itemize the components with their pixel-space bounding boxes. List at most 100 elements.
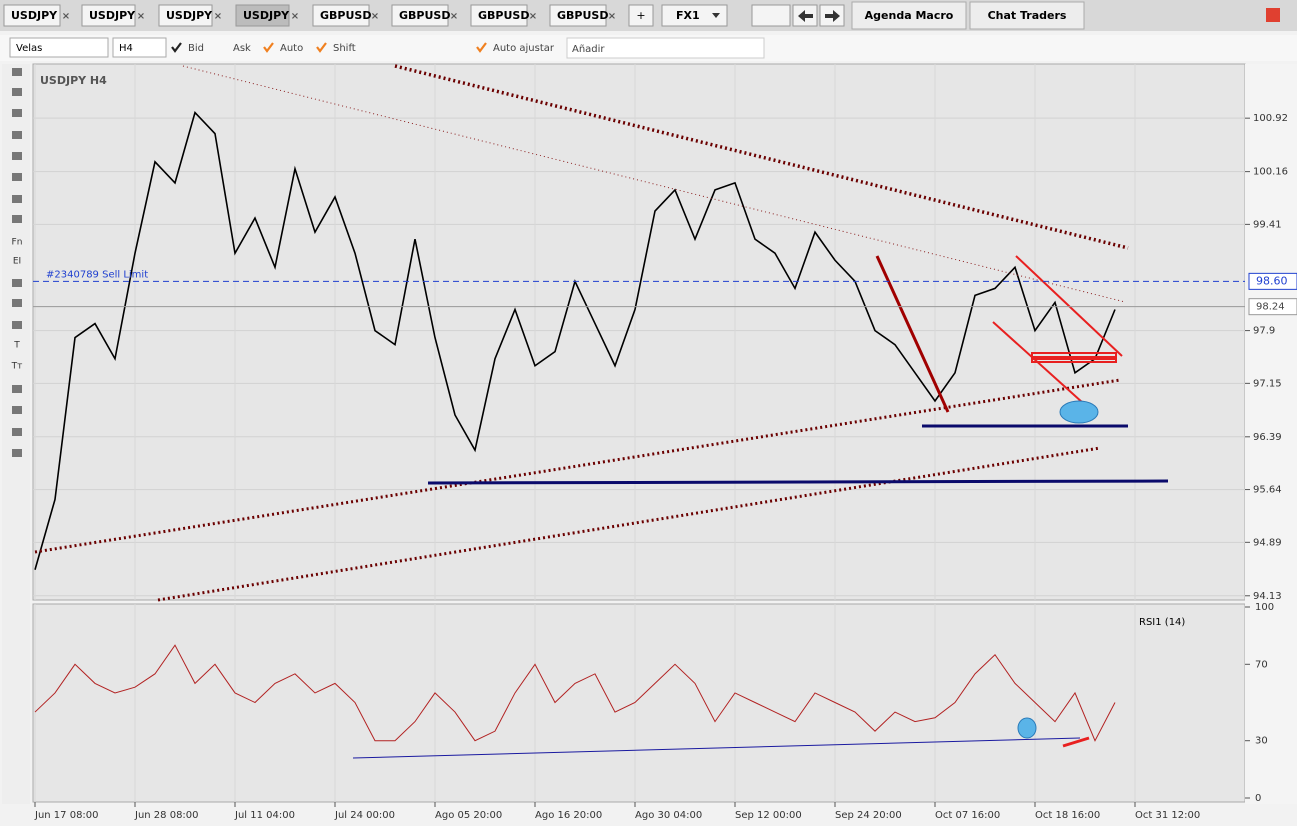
tab-box[interactable] [158, 4, 213, 27]
tab[interactable]: GBPUSD × [549, 4, 616, 27]
tab-box[interactable] [549, 4, 607, 27]
toolbar-option[interactable]: Auto ajustar [493, 43, 555, 54]
tool-icon[interactable] [12, 299, 22, 307]
tab-close[interactable]: × [371, 11, 379, 22]
x-tick-label: Jul 11 04:00 [234, 810, 295, 821]
toolbar-option[interactable]: Ask [233, 43, 251, 54]
timeframe-label[interactable]: H4 [119, 43, 133, 54]
x-tick-label: Oct 31 12:00 [1135, 810, 1200, 821]
tool-icon[interactable] [12, 173, 22, 181]
tab-label[interactable]: GBPUSD [320, 9, 371, 22]
tool-icon[interactable] [12, 215, 22, 223]
trendline [157, 446, 1101, 602]
tool-icon[interactable] [12, 406, 22, 414]
workspace-label[interactable]: FX1 [676, 9, 700, 22]
tab-close[interactable]: × [450, 11, 458, 22]
tool-icon[interactable] [12, 321, 22, 329]
x-tick-label: Jul 24 00:00 [334, 810, 395, 821]
trendline [34, 378, 1121, 554]
support-line [427, 479, 1169, 485]
tab-label[interactable]: USDJPY [11, 9, 58, 22]
new-tab-label[interactable]: + [636, 9, 645, 22]
tab[interactable]: GBPUSD × [312, 4, 379, 27]
timeframe-select[interactable] [112, 37, 167, 58]
tab[interactable]: USDJPY × [81, 4, 145, 27]
tab-box[interactable] [3, 4, 61, 27]
tool-icon[interactable] [12, 449, 22, 457]
dropdown-arrow [712, 13, 720, 18]
toolbar-option[interactable]: Bid [188, 43, 204, 54]
tool-icon[interactable] [12, 88, 22, 96]
tool-icon[interactable] [12, 428, 22, 436]
layout-button[interactable] [751, 4, 791, 27]
tab-label[interactable]: GBPUSD [478, 9, 529, 22]
tab-label[interactable]: GBPUSD [557, 9, 608, 22]
toolbar-option[interactable]: Shift [333, 43, 356, 54]
side-tool[interactable]: T [13, 341, 20, 351]
tool-icon[interactable] [12, 131, 22, 139]
tool-icon[interactable] [12, 68, 22, 76]
tab-box[interactable] [81, 4, 136, 27]
channel-line [992, 321, 1094, 413]
tab-close[interactable]: × [529, 11, 537, 22]
rsi-tick-label: 0 [1255, 793, 1261, 804]
chart-type-label[interactable]: Velas [16, 43, 42, 54]
x-tick-label: Jun 28 08:00 [134, 810, 199, 821]
tab[interactable]: GBPUSD × [391, 4, 458, 27]
search-box[interactable] [566, 37, 765, 59]
side-tool[interactable]: Fn [12, 238, 23, 248]
order-label[interactable]: #2340789 Sell Limit [46, 269, 148, 280]
y-tick-label: 94.89 [1253, 537, 1282, 548]
workspace-select[interactable] [661, 4, 728, 27]
check-icon [476, 42, 487, 53]
tab[interactable]: USDJPY × [235, 4, 299, 27]
tab-box[interactable] [312, 4, 370, 27]
side-tool[interactable]: EI [13, 257, 21, 267]
tool-icon[interactable] [12, 195, 22, 203]
zone [1031, 352, 1117, 358]
tab-label[interactable]: USDJPY [243, 9, 290, 22]
order-price-label: 98.60 [1256, 274, 1288, 287]
y-axis-area [1245, 64, 1297, 804]
tab-close[interactable]: × [291, 11, 299, 22]
tab-label[interactable]: GBPUSD [399, 9, 450, 22]
close-window[interactable] [1266, 8, 1280, 22]
panel-tab-label[interactable]: Agenda Macro [865, 9, 954, 22]
rsi-tick-label: 30 [1255, 736, 1268, 747]
panel-tab[interactable] [851, 1, 967, 30]
panel-tab[interactable] [969, 1, 1085, 30]
tab-label[interactable]: USDJPY [166, 9, 213, 22]
tab-close[interactable]: × [137, 11, 145, 22]
current-price-tag [1248, 298, 1297, 316]
tab[interactable]: USDJPY × [3, 4, 70, 27]
y-tick-label: 99.41 [1253, 219, 1282, 230]
new-tab-button[interactable] [628, 4, 654, 27]
y-tick-label: 94.13 [1253, 591, 1282, 602]
tab-label[interactable]: USDJPY [89, 9, 136, 22]
tool-icon[interactable] [12, 152, 22, 160]
x-tick-label: Oct 18 16:00 [1035, 810, 1100, 821]
current-price-label: 98.24 [1256, 302, 1285, 313]
search-placeholder[interactable]: Añadir [572, 44, 605, 55]
side-tool[interactable]: Tт [11, 362, 23, 372]
tab-close[interactable]: × [62, 11, 70, 22]
tab[interactable]: GBPUSD × [470, 4, 537, 27]
check-icon [263, 42, 274, 53]
tool-icon[interactable] [12, 109, 22, 117]
tab-close[interactable]: × [214, 11, 222, 22]
tab[interactable]: USDJPY × [158, 4, 222, 27]
tab-box[interactable] [235, 4, 290, 27]
tool-icon[interactable] [12, 385, 22, 393]
tab-box[interactable] [391, 4, 449, 27]
rsi-tick-label: 100 [1255, 602, 1274, 613]
order-price-tag [1248, 272, 1297, 290]
tab-box[interactable] [470, 4, 528, 27]
tool-icon[interactable] [12, 279, 22, 287]
toolbar-option[interactable]: Auto [280, 43, 303, 54]
panel-tab-label[interactable]: Chat Traders [988, 9, 1067, 22]
axes: 100.92 100.16 99.41 97.9 97.15 96.39 95.64 94.8… [33, 64, 1288, 821]
chart-title: USDJPY H4 [40, 74, 107, 87]
x-tick-label: Sep 24 20:00 [835, 810, 902, 821]
chart-type-select[interactable] [9, 37, 109, 58]
tab-close[interactable]: × [608, 11, 616, 22]
